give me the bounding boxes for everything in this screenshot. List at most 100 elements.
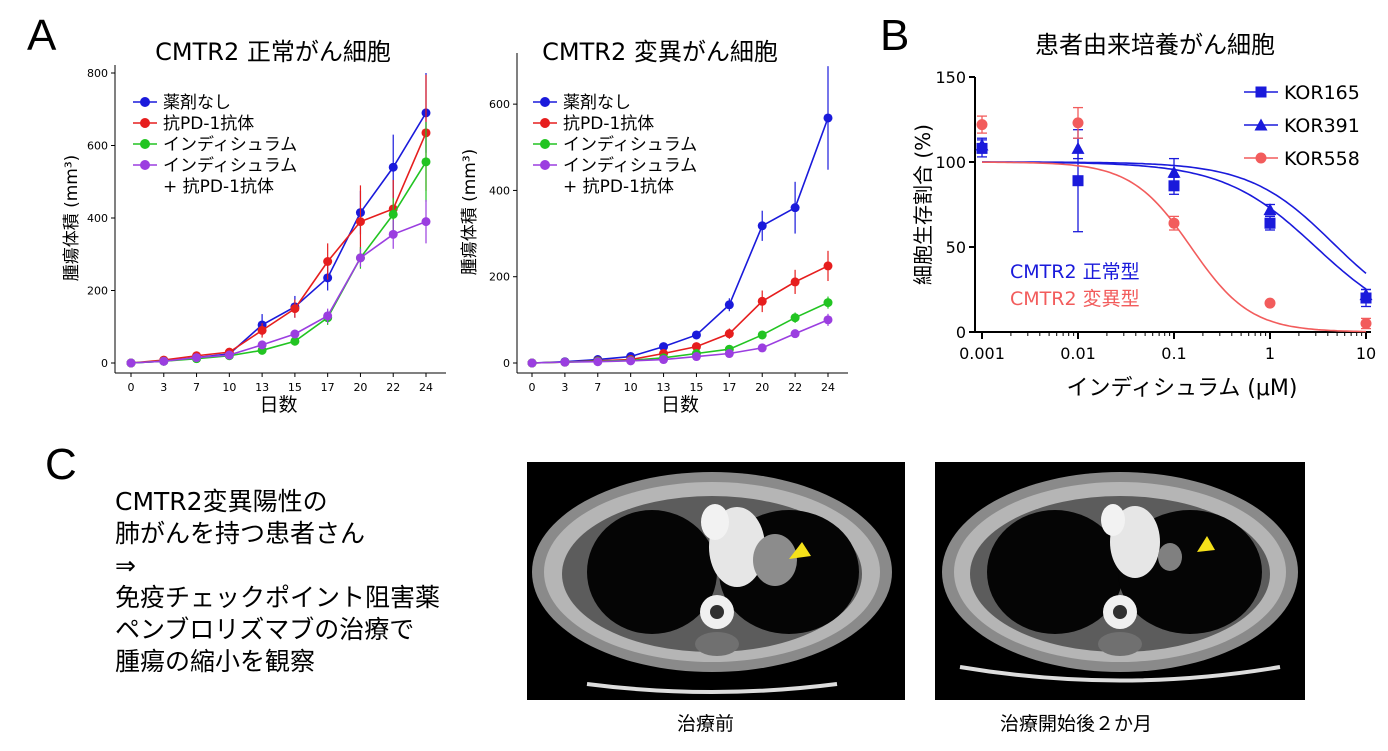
data-point [388, 229, 398, 239]
data-point [527, 358, 537, 368]
legend-marker [540, 97, 550, 107]
ct-image-before [527, 462, 905, 700]
data-point [560, 357, 570, 367]
data-point [1071, 141, 1085, 154]
chart-patient-derived-cells: 患者由来培養がん細胞 0 50 100 150 0.001 0.01 0.1 1 10 インディシュ… [911, 31, 1376, 401]
series-line [130, 220, 427, 364]
data-point [1167, 165, 1181, 178]
legend-marker [140, 160, 150, 170]
data-point [659, 342, 669, 352]
x-tick-label: 10 [624, 381, 638, 394]
data-point [823, 298, 833, 308]
x-tick-label: 20 [755, 381, 769, 394]
data-point [1264, 297, 1276, 309]
chart-title: 患者由来培養がん細胞 [1035, 31, 1275, 59]
data-point [1263, 203, 1277, 216]
panel-c-description: CMTR2変異陽性の 肺がんを持つ患者さん ⇒ 免疫チェックポイント阻害薬 ペン… [115, 486, 440, 678]
series-line [531, 117, 829, 364]
y-tick-label: 0 [956, 323, 966, 342]
legend-label: インディシュラム [163, 155, 297, 176]
data-point [724, 300, 734, 310]
legend-label: + 抗PD-1抗体 [563, 177, 674, 197]
data-point [823, 315, 833, 325]
data-point [421, 157, 431, 167]
legend-label: 抗PD-1抗体 [163, 114, 254, 134]
legend-label: KOR165 [1284, 82, 1360, 104]
x-tick-label: 13 [255, 381, 269, 394]
legend-label: インディシュラム [163, 134, 297, 155]
y-axis-label: 細胞生存割合 (%) [911, 124, 935, 285]
x-tick-label: 10 [1356, 344, 1376, 363]
annotation-label: CMTR2 正常型 [1010, 261, 1140, 283]
ct-scan-before-drawing [532, 472, 892, 694]
x-tick-label: 0 [128, 381, 135, 394]
data-point [790, 313, 800, 323]
x-tick-label: 0.001 [959, 344, 1005, 363]
data-point [593, 357, 603, 367]
data-point [757, 343, 767, 353]
y-tick-label: 800 [87, 67, 108, 80]
legend-label: 薬剤なし [563, 93, 631, 113]
data-point [1359, 288, 1373, 301]
data-point [790, 329, 800, 339]
data-point [757, 296, 767, 306]
y-tick-label: 400 [489, 184, 510, 197]
series-line [531, 319, 829, 364]
legend-label: インディシュラム [563, 134, 697, 155]
data-point [126, 358, 136, 368]
legend-marker [1255, 152, 1267, 164]
data-point [975, 138, 989, 151]
x-tick-label: 22 [386, 381, 400, 394]
legend-marker [540, 160, 550, 170]
y-tick-label: 150 [935, 68, 966, 87]
data-point [421, 217, 431, 227]
legend-label: KOR391 [1284, 115, 1360, 137]
data-point [1264, 217, 1276, 229]
data-point [757, 221, 767, 231]
panel-c-line: ペンブロリズマブの治療で [115, 615, 415, 644]
data-point [757, 330, 767, 340]
legend-marker [1255, 86, 1267, 98]
data-point [323, 311, 333, 321]
panel-label-c: C [45, 440, 77, 489]
panel-c-line: CMTR2変異陽性の [115, 487, 328, 516]
chart-mutant-cells: CMTR2 変異がん細胞 0 200 400 600 0 3 7 10 13 15 17 20 22 24 日… [460, 38, 848, 416]
legend-marker [540, 139, 550, 149]
data-point [224, 350, 234, 360]
x-tick-label: 3 [160, 381, 167, 394]
legend-label: KOR558 [1284, 148, 1360, 170]
x-axis-label: 日数 [259, 394, 297, 416]
x-tick-label: 0.01 [1060, 344, 1096, 363]
x-tick-label: 22 [788, 381, 802, 394]
legend-marker [140, 118, 150, 128]
data-point [691, 330, 701, 340]
x-tick-label: 17 [722, 381, 736, 394]
x-axis-label: インディシュラム (μM) [1067, 376, 1298, 401]
data-point [159, 356, 169, 366]
ct-scan-after-drawing [942, 472, 1298, 683]
x-axis-label: 日数 [661, 394, 699, 416]
data-point [659, 355, 669, 365]
data-point [355, 217, 365, 227]
data-point [724, 349, 734, 359]
panel-label-b: B [880, 11, 910, 60]
series-line [531, 265, 829, 364]
data-point [691, 342, 701, 352]
legend-marker [1254, 118, 1268, 131]
data-point [290, 329, 300, 339]
panel-c-line: 腫瘍の縮小を観察 [115, 647, 316, 676]
chart-title: CMTR2 正常がん細胞 [155, 38, 391, 66]
legend-marker [140, 97, 150, 107]
y-axis-label: 腫瘍体積 (mm³) [62, 155, 82, 282]
x-tick-label: 13 [657, 381, 671, 394]
data-point [388, 209, 398, 219]
y-tick-label: 50 [946, 238, 966, 257]
x-tick-label: 15 [689, 381, 703, 394]
data-point [388, 162, 398, 172]
x-tick-label: 10 [222, 381, 236, 394]
legend-label: 抗PD-1抗体 [563, 114, 654, 134]
legend-marker [140, 139, 150, 149]
data-point [257, 325, 267, 335]
chart-normal-cells: CMTR2 正常がん細胞 0 200 400 600 800 0 3 7 10 13 15 17 20 22… [62, 38, 446, 416]
y-tick-label: 200 [87, 285, 108, 298]
